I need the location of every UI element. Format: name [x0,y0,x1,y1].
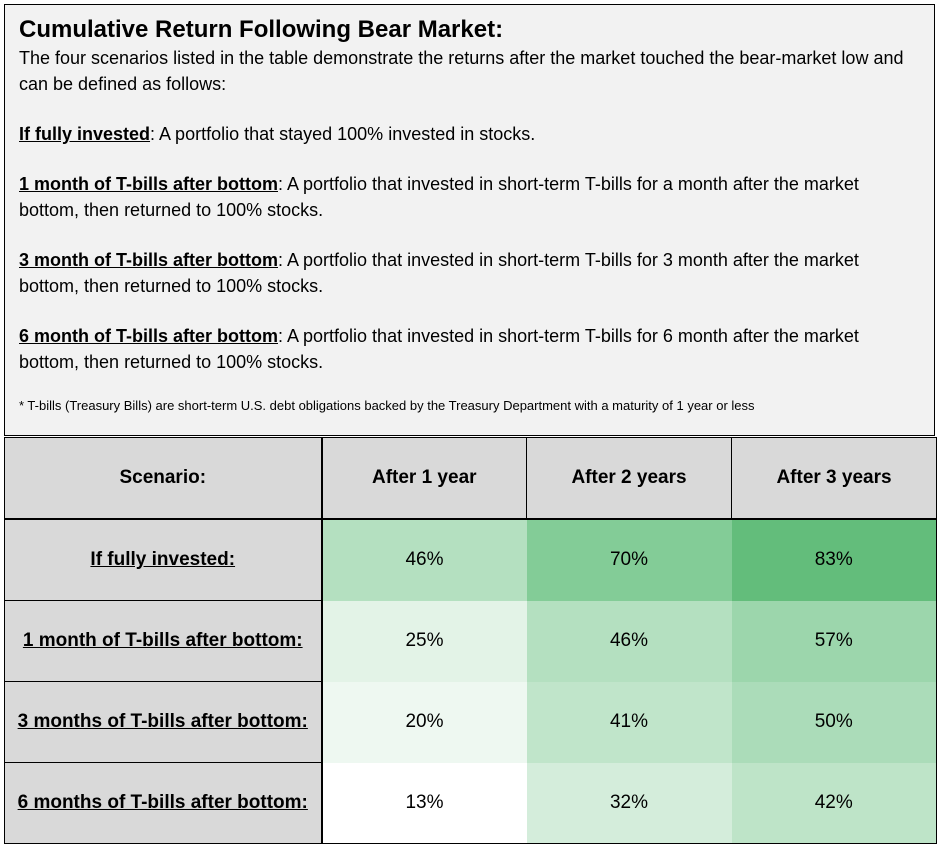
row-label: If fully invested: [4,518,323,601]
intro-panel: Cumulative Return Following Bear Market:… [4,4,935,436]
returns-table: Scenario: After 1 year After 2 years Aft… [4,437,937,844]
definition-text: : A portfolio that stayed 100% invested … [150,124,536,144]
definition-text: : A portfolio that invested in short-ter… [19,250,859,296]
cell-value: 42% [731,762,937,844]
cell-value: 70% [526,519,732,601]
definition-3-month: 3 month of T-bills after bottom: A portf… [19,247,920,299]
table-header-row: Scenario: After 1 year After 2 years Aft… [4,437,937,520]
cell-value: 20% [321,681,527,763]
definition-fully-invested: If fully invested: A portfolio that stay… [19,121,920,147]
table-row: 3 months of T-bills after bottom: 20% 41… [4,681,937,763]
definition-term: 6 month of T-bills after bottom [19,326,278,346]
footnote: * T-bills (Treasury Bills) are short-ter… [19,398,755,413]
table-row: If fully invested: 46% 70% 83% [4,518,937,601]
definition-6-month: 6 month of T-bills after bottom: A portf… [19,323,920,375]
column-header-scenario: Scenario: [4,437,323,520]
definition-1-month: 1 month of T-bills after bottom: A portf… [19,171,920,223]
definition-term: 1 month of T-bills after bottom [19,174,278,194]
cell-value: 41% [526,681,732,763]
table-row: 1 month of T-bills after bottom: 25% 46%… [4,600,937,682]
definition-term: 3 month of T-bills after bottom [19,250,278,270]
row-label: 6 months of T-bills after bottom: [4,762,323,844]
cell-value: 32% [526,762,732,844]
cell-value: 50% [731,681,937,763]
column-header-after-2-years: After 2 years [526,437,732,520]
cell-value: 57% [731,600,937,682]
cell-value: 25% [321,600,527,682]
row-label: 3 months of T-bills after bottom: [4,681,323,763]
cell-value: 46% [321,519,527,601]
page-title: Cumulative Return Following Bear Market: [19,16,504,43]
definition-text: : A portfolio that invested in short-ter… [19,174,859,220]
intro-paragraph: The four scenarios listed in the table d… [19,48,904,94]
column-header-after-3-years: After 3 years [731,437,937,520]
table-row: 6 months of T-bills after bottom: 13% 32… [4,762,937,844]
cell-value: 46% [526,600,732,682]
cell-value: 13% [321,762,527,844]
cell-value: 83% [731,519,937,601]
definition-text: : A portfolio that invested in short-ter… [19,326,859,372]
row-label: 1 month of T-bills after bottom: [4,600,323,682]
column-header-after-1-year: After 1 year [321,437,527,520]
definition-term: If fully invested [19,124,151,144]
